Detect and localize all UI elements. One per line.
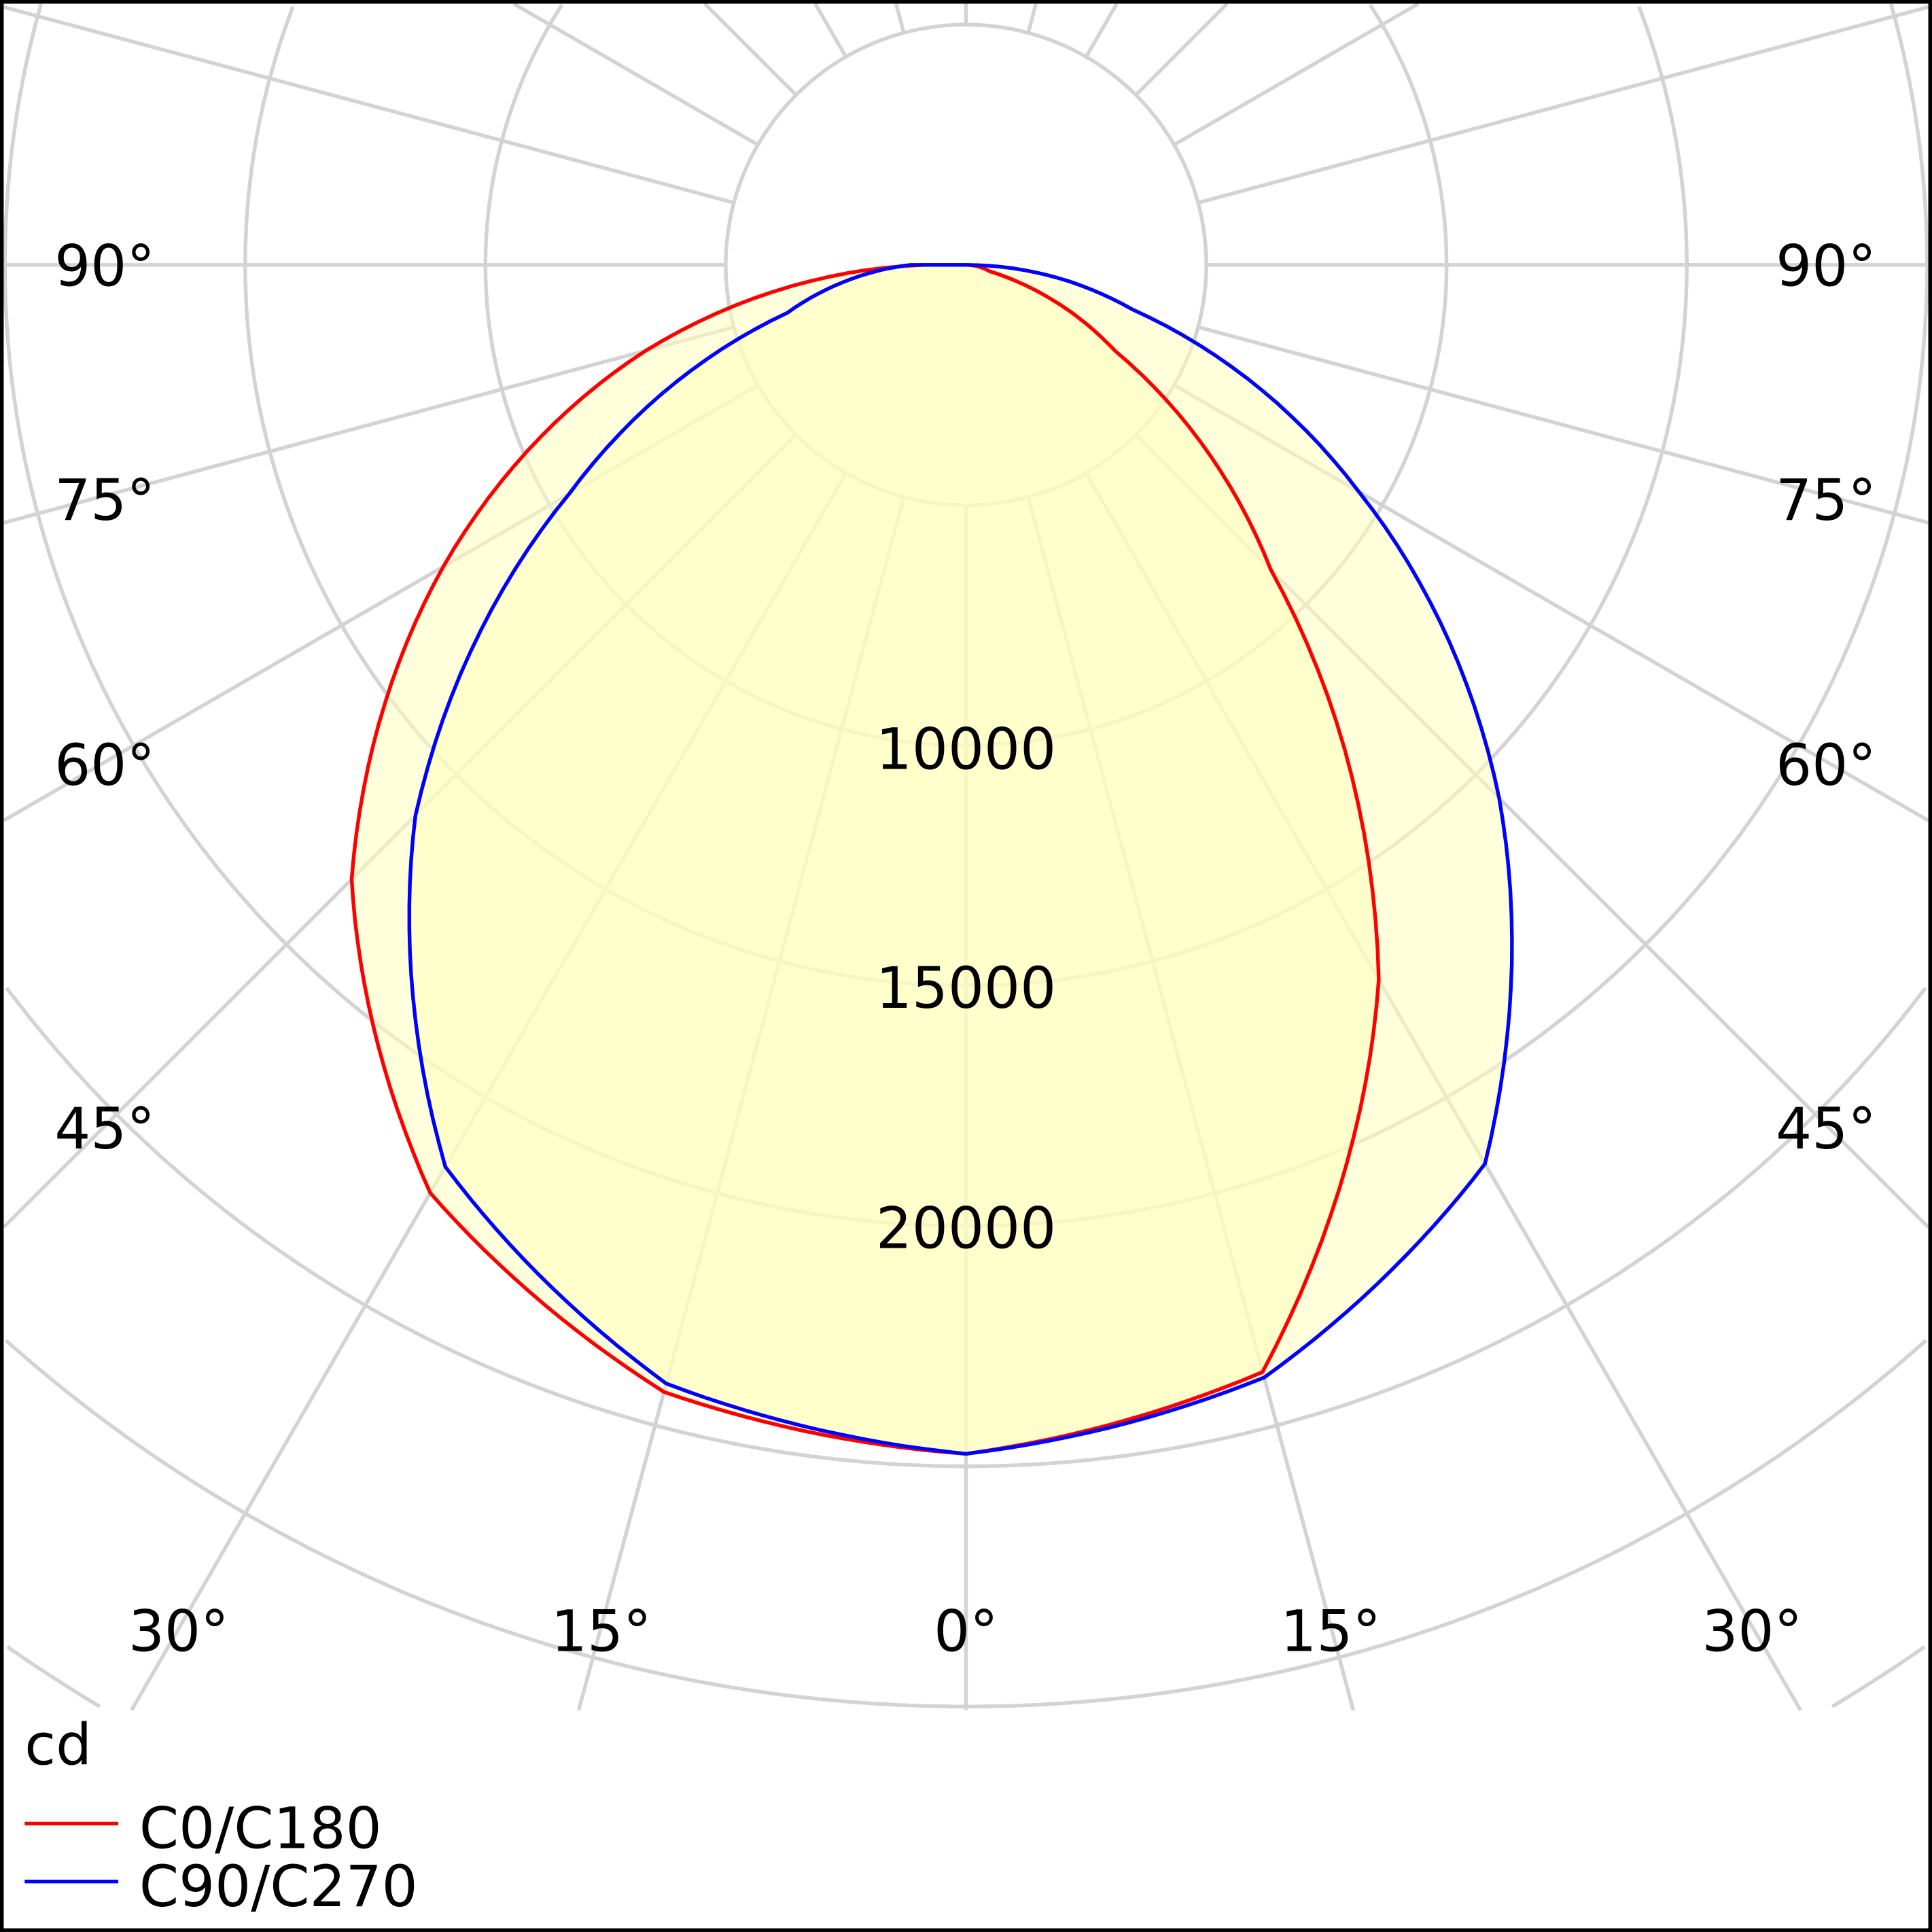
- unit-label: cd: [24, 1712, 92, 1778]
- angle-label-left-90: 90°: [54, 234, 155, 300]
- radial-label-20000: 20000: [876, 1196, 1056, 1262]
- grid-radial-135: [1134, 2, 1229, 96]
- angle-label-right-75: 75°: [1776, 468, 1876, 533]
- grid-radial-195: [894, 3, 906, 34]
- angle-label-bottom-0: 0°: [934, 1599, 998, 1665]
- grid-circle-30000: [5, 1339, 1927, 1708]
- grid-circle-35000: [6, 1645, 1926, 1708]
- angle-label-bottom-30-left: 30°: [128, 1599, 229, 1665]
- angle-label-right-45: 45°: [1776, 1096, 1876, 1162]
- grid-radial-255: [3, 5, 735, 205]
- grid-radial-210: [813, 3, 848, 58]
- curve-fills: [351, 264, 1512, 1454]
- grid-radial-75: [1197, 325, 1929, 525]
- angle-label-left-75: 75°: [54, 468, 155, 533]
- angle-label-bottom-15-left: 15°: [551, 1599, 652, 1665]
- curve-c90-c270: [407, 263, 1514, 1456]
- angle-label-right-60: 60°: [1776, 733, 1876, 798]
- radial-label-10000: 10000: [876, 716, 1056, 782]
- angle-label-left-45: 45°: [54, 1096, 155, 1162]
- angle-label-bottom-15-right: 15°: [1280, 1599, 1381, 1665]
- grid-radial-150: [1084, 3, 1119, 58]
- legend-label-c0-c180: C0/C180: [139, 1796, 382, 1862]
- angle-label-bottom-30-right: 30°: [1702, 1599, 1802, 1665]
- angle-label-right-90: 90°: [1776, 234, 1876, 300]
- grid-radial-240: [512, 2, 759, 147]
- grid-circle-25000: [5, 987, 1927, 1469]
- fill-c90-c270: [409, 264, 1512, 1454]
- grid-radial-120: [1173, 2, 1420, 147]
- curves: [349, 263, 1514, 1456]
- grid-radial-165: [1026, 3, 1038, 34]
- legend-label-c90-c270: C90/C270: [139, 1854, 418, 1920]
- radial-label-15000: 15000: [876, 955, 1056, 1021]
- angle-label-left-60: 60°: [54, 733, 155, 798]
- grid-radial-225: [703, 2, 798, 96]
- grid-radial-285: [3, 325, 735, 525]
- grid-radial-105: [1197, 5, 1929, 205]
